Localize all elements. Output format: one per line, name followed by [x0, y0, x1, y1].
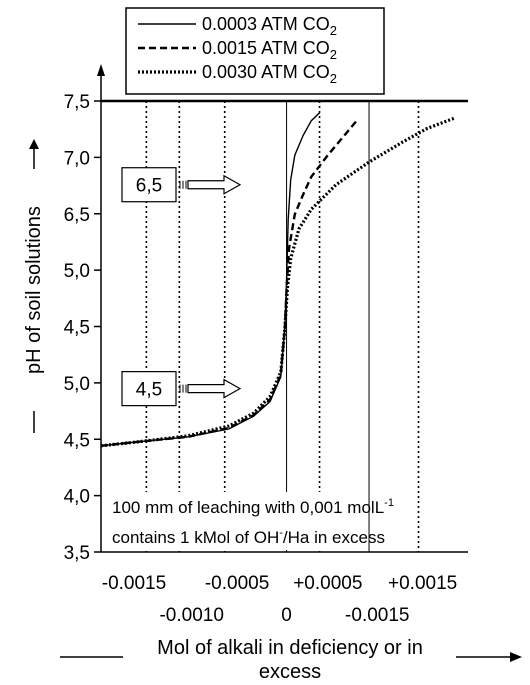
y-tick-label-8: 3,5	[64, 543, 90, 564]
series-layer	[100, 112, 457, 448]
x-tick-label-1: -0.0005	[205, 573, 269, 594]
callout-box-1	[121, 371, 177, 407]
grid-layer	[145, 101, 420, 552]
y-tick-label-3: 5,0	[64, 261, 90, 282]
legend-label-2: 0.0030 ATM CO2	[202, 62, 337, 86]
y-tick-label-0: 7,5	[64, 92, 90, 113]
x-tick-label-0: -0.0015	[102, 573, 166, 594]
callout-arrow-1	[187, 378, 242, 399]
callout-label-0: 6,5	[136, 176, 162, 197]
y-tick-layer: 7,5 7,0 6,5 5,0 4,5 5,0 4,5 4,0 3,5	[64, 92, 101, 564]
callout-box-0	[121, 167, 177, 203]
callout-label-1: 4,5	[136, 380, 162, 401]
note-line-1: 100 mm of leaching with 0,001 molL-1	[112, 497, 394, 517]
x-axis-title-line-1: Mol of alkali in deficiency or in	[157, 637, 423, 659]
callout-arrow-0	[187, 174, 242, 195]
x-tick-label-5: 0	[281, 605, 292, 626]
x-tick-label-6: -0.0015	[345, 605, 409, 626]
series-line-1	[100, 119, 358, 447]
y-tick-label-2: 6,5	[64, 205, 90, 226]
x-tick-label-2: +0.0005	[293, 573, 362, 594]
y-axis-arrow	[97, 64, 105, 76]
y-tick-label-7: 4,0	[64, 487, 90, 508]
y-tick-label-5: 5,0	[64, 374, 90, 395]
y-axis-title-group: pH of soil solutions	[23, 139, 45, 433]
y-tick-label-1: 7,0	[64, 148, 90, 169]
note-line-2: contains 1 kMol of OH-/Ha in excess	[112, 527, 385, 547]
x-tick-layer: -0.0015 -0.0005 +0.0005 +0.0015 -0.0010 0 -0.0…	[102, 573, 457, 626]
legend-label-1: 0.0015 ATM CO2	[202, 38, 337, 62]
note-box	[104, 492, 330, 550]
y-title-arrow	[29, 139, 39, 149]
y-tick-label-6: 4,5	[64, 430, 90, 451]
legend-box	[125, 7, 385, 95]
x-axis-title-line-2: excess	[259, 661, 321, 683]
x-tick-label-4: -0.0010	[159, 605, 223, 626]
y-tick-label-4: 4,5	[64, 318, 90, 339]
x-title-arrow	[510, 652, 522, 662]
legend-label-0: 0.0003 ATM CO2	[202, 14, 337, 38]
callout-layer: 6,5 4,5	[121, 167, 242, 407]
y-axis-title: pH of soil solutions	[23, 206, 45, 374]
x-tick-label-3: +0.0015	[388, 573, 457, 594]
